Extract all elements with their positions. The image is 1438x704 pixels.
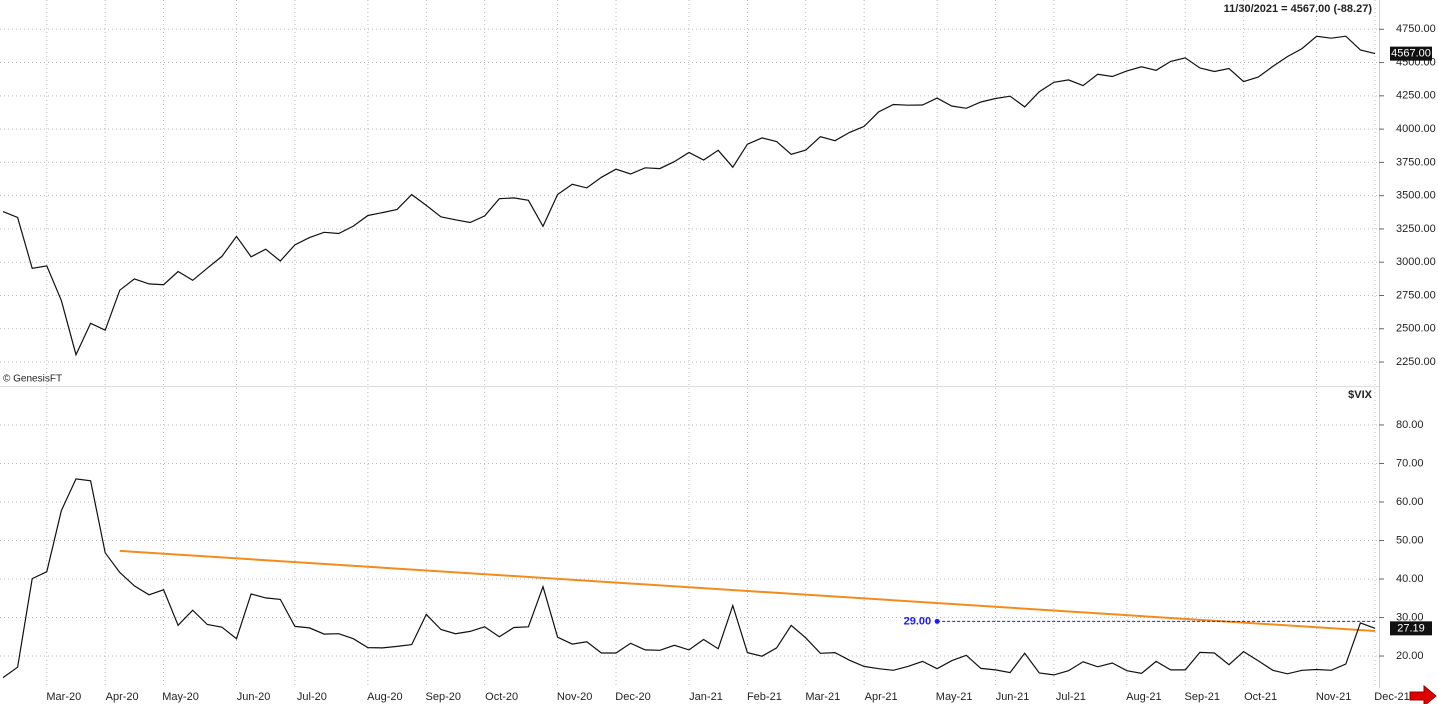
last-value-box	[1390, 621, 1432, 636]
y-tick-label: 20.00	[1396, 650, 1424, 662]
level-point	[934, 618, 940, 624]
x-tick-label: Apr-21	[865, 691, 898, 703]
x-tick-label: Mar-21	[805, 691, 840, 703]
x-tick-label: Oct-20	[485, 691, 518, 703]
level-label: 29.00	[904, 615, 932, 627]
y-tick-label: 4000.00	[1396, 123, 1436, 135]
y-tick-label: 50.00	[1396, 534, 1424, 546]
trendline	[119, 549, 1376, 633]
y-tick-label: 70.00	[1396, 457, 1424, 469]
x-tick-label: Jul-21	[1056, 691, 1086, 703]
y-tick-label: 4250.00	[1396, 90, 1436, 102]
x-tick-label: Dec-20	[615, 691, 650, 703]
x-tick-label: Jul-20	[297, 691, 327, 703]
x-tick-label: Mar-20	[46, 691, 81, 703]
y-tick-label: 3500.00	[1396, 190, 1436, 202]
panel-title: $VIX	[1348, 389, 1373, 401]
x-tick-label: Nov-20	[557, 691, 592, 703]
y-tick-label: 3250.00	[1396, 223, 1436, 235]
x-tick-label: Feb-21	[747, 691, 782, 703]
x-tick-label: Aug-20	[367, 691, 402, 703]
last-value-label: 27.19	[1397, 622, 1425, 634]
x-tick-label: Jun-20	[237, 691, 271, 703]
x-tick-label: Apr-20	[106, 691, 139, 703]
y-tick-label: 2500.00	[1396, 323, 1436, 335]
y-tick-label: 3750.00	[1396, 156, 1436, 168]
x-tick-label: Nov-21	[1316, 691, 1351, 703]
x-tick-label: Sep-21	[1185, 691, 1220, 703]
x-tick-label: Jan-21	[689, 691, 723, 703]
y-tick-label: 30.00	[1396, 611, 1424, 623]
y-tick-label: 80.00	[1396, 419, 1424, 431]
scroll-arrow[interactable]	[1409, 684, 1437, 704]
x-tick-label: May-21	[936, 691, 973, 703]
x-tick-label: Oct-21	[1244, 691, 1277, 703]
chart-title: 11/30/2021 = 4567.00 (-88.27)	[1224, 3, 1373, 15]
price-line	[2, 478, 1376, 679]
y-tick-label: 40.00	[1396, 573, 1424, 585]
y-tick-label: 2750.00	[1396, 289, 1436, 301]
y-tick-label: 60.00	[1396, 496, 1424, 508]
watermark: © GenesisFT	[3, 374, 62, 385]
y-tick-label: 4750.00	[1396, 23, 1436, 35]
x-tick-label: Sep-20	[426, 691, 461, 703]
y-tick-label: 2250.00	[1396, 356, 1436, 368]
x-tick-label: Dec-21	[1374, 691, 1409, 703]
x-tick-label: Jun-21	[996, 691, 1030, 703]
last-value-box	[1390, 46, 1432, 61]
x-tick-label: May-20	[162, 691, 199, 703]
price-line	[2, 35, 1376, 357]
x-tick-label: Aug-21	[1126, 691, 1161, 703]
last-value-label: 4567.00	[1391, 48, 1431, 60]
y-tick-label: 3000.00	[1396, 256, 1436, 268]
